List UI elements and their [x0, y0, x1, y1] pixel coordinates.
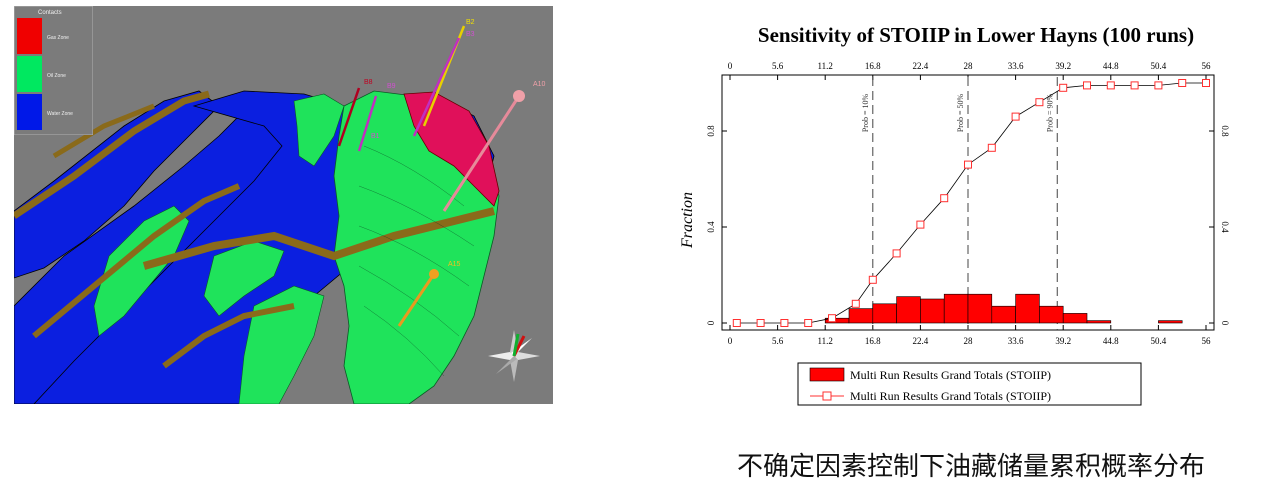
cumulative-point	[916, 220, 925, 229]
x-tick-label-top: 44.8	[1103, 61, 1119, 71]
chart-title: Sensitivity of STOIIP in Lower Hayns (10…	[758, 23, 1194, 47]
x-tick-label-top: 11.2	[817, 61, 832, 71]
x-tick-label-bottom: 16.8	[865, 336, 881, 346]
x-tick-label-bottom: 11.2	[817, 336, 832, 346]
cumulative-point	[1154, 81, 1163, 90]
well-label-a10: A10	[533, 81, 546, 88]
cumulative-point	[780, 319, 789, 327]
gas-zone-label: Gas Zone	[47, 35, 69, 41]
cumulative-point	[828, 314, 836, 323]
histogram-bar	[1086, 320, 1112, 324]
x-tick-label-bottom: 22.4	[913, 336, 929, 346]
histogram-bar	[896, 296, 921, 324]
x-tick-label-top: 39.2	[1055, 61, 1071, 71]
histogram-bar	[920, 298, 945, 324]
x-tick-label-bottom: 0	[728, 336, 733, 346]
cumulative-point	[732, 319, 741, 327]
x-tick-label-bottom: 5.6	[772, 336, 784, 346]
y-tick-label-right: 0.8	[1220, 125, 1230, 137]
x-tick-label-bottom: 50.4	[1151, 336, 1167, 346]
x-tick-label-top: 16.8	[865, 61, 881, 71]
cumulative-point	[1130, 81, 1139, 90]
legend-bars-swatch	[809, 367, 845, 382]
x-tick-label-bottom: 56	[1202, 336, 1212, 346]
cumulative-point	[1202, 79, 1210, 87]
cumulative-point	[1106, 81, 1115, 90]
x-tick-label-bottom: 28	[964, 336, 974, 346]
cumulative-point	[1083, 81, 1091, 90]
cumulative-point	[756, 319, 765, 327]
histogram-bar	[1158, 320, 1183, 324]
well-label-b3: B3	[466, 31, 475, 38]
water-zone-swatch	[17, 94, 42, 130]
legend-bars-label: Multi Run Results Grand Totals (STOIIP)	[850, 368, 1051, 382]
contacts-legend-title: Contacts	[38, 10, 62, 16]
cumulative-point	[964, 160, 972, 169]
legend-line-marker	[822, 391, 832, 401]
stoiip-sensitivity-chart: Sensitivity of STOIIP in Lower Hayns (10…	[679, 23, 1230, 406]
cumulative-point	[1178, 79, 1187, 87]
legend-line-label: Multi Run Results Grand Totals (STOIIP)	[850, 389, 1051, 403]
y-tick-label-right: 0.4	[1220, 221, 1230, 233]
histogram-bar	[1062, 313, 1088, 324]
x-tick-label-top: 22.4	[913, 61, 929, 71]
x-tick-label-bottom: 33.6	[1008, 336, 1024, 346]
y-tick-label-left: 0.8	[706, 125, 716, 137]
histogram-bar	[872, 303, 897, 324]
probability-marker-label: Prob = 50%	[956, 94, 965, 133]
histogram-bar	[943, 293, 969, 324]
figure-caption: 不确定因素控制下油藏储量累积概率分布	[737, 452, 1206, 482]
probability-marker-label: Prob = 90%	[1045, 94, 1054, 133]
y-tick-label-left: 0.4	[706, 221, 716, 233]
well-label-b9: B9	[387, 83, 396, 90]
cumulative-point	[940, 194, 949, 203]
cumulative-point	[804, 319, 813, 327]
cumulative-point	[987, 143, 996, 152]
x-tick-label-bottom: 39.2	[1055, 336, 1071, 346]
well-label-a15: A15	[448, 261, 461, 268]
chart-legend	[797, 362, 1142, 406]
oil-zone-swatch	[17, 56, 42, 92]
histogram-bar	[967, 293, 993, 324]
histogram-bar	[1015, 293, 1040, 324]
water-zone-label: Water Zone	[47, 111, 73, 117]
well-label-b1: B1	[371, 133, 380, 140]
gas-zone-swatch	[17, 18, 42, 54]
oil-zone-label: Oil Zone	[47, 73, 66, 79]
x-tick-label-top: 28	[964, 61, 974, 71]
reservoir-3d-view: B2 B3 B8 B9 A10 A15 B1	[14, 6, 553, 404]
y-tick-label-right: 0	[1220, 321, 1230, 326]
x-tick-label-top: 0	[728, 61, 733, 71]
cumulative-point	[892, 249, 901, 258]
cumulative-point	[1011, 112, 1020, 121]
cumulative-point	[1059, 83, 1068, 92]
x-tick-label-bottom: 44.8	[1103, 336, 1119, 346]
x-tick-label-top: 56	[1202, 61, 1212, 71]
cumulative-point	[851, 299, 860, 308]
well-label-b8: B8	[364, 79, 373, 86]
well-label-b2: B2	[466, 19, 475, 26]
x-tick-label-top: 33.6	[1008, 61, 1024, 71]
probability-marker-label: Prob = 10%	[861, 94, 870, 133]
cumulative-point	[868, 275, 877, 284]
x-tick-label-top: 5.6	[772, 61, 784, 71]
contacts-legend: Contacts Gas Zone Oil Zone Water Zone	[14, 6, 93, 135]
y-axis-label: Fraction	[679, 192, 696, 249]
histogram-bar	[991, 305, 1016, 324]
y-tick-label-left: 0	[706, 320, 716, 325]
x-tick-label-top: 50.4	[1151, 61, 1167, 71]
cumulative-point	[1035, 98, 1044, 107]
histogram-bar	[848, 308, 874, 324]
histogram-bar	[1039, 305, 1064, 324]
